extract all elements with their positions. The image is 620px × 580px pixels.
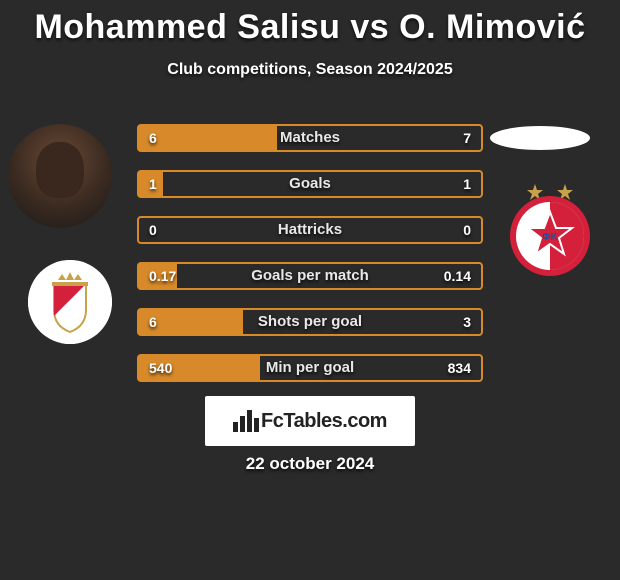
stat-row: 6Matches7 <box>137 124 483 152</box>
stat-value-right: 7 <box>463 126 471 150</box>
stat-row: 540Min per goal834 <box>137 354 483 382</box>
player-left-photo <box>8 124 112 228</box>
stat-row: 0.17Goals per match0.14 <box>137 262 483 290</box>
stat-label: Min per goal <box>139 356 481 380</box>
club-left-badge <box>28 260 112 344</box>
red-star-crest-icon: ΦK <box>500 178 600 278</box>
stat-value-right: 834 <box>448 356 471 380</box>
svg-text:ΦK: ΦK <box>542 232 558 243</box>
fctables-watermark: FcTables.com <box>205 396 415 446</box>
stat-row: 0Hattricks0 <box>137 216 483 244</box>
stat-value-right: 1 <box>463 172 471 196</box>
watermark-text: FcTables.com <box>261 410 387 433</box>
page-title: Mohammed Salisu vs O. Mimović <box>0 0 620 47</box>
bar-chart-icon <box>233 410 259 432</box>
stat-value-right: 0 <box>463 218 471 242</box>
stat-value-right: 0.14 <box>444 264 471 288</box>
monaco-crest-icon <box>28 260 112 344</box>
player-right-photo <box>490 126 590 150</box>
stat-label: Hattricks <box>139 218 481 242</box>
stat-label: Shots per goal <box>139 310 481 334</box>
stat-label: Goals per match <box>139 264 481 288</box>
stats-chart: 6Matches7 1Goals1 0Hattricks0 0.17Goals per… <box>137 124 483 400</box>
page-subtitle: Club competitions, Season 2024/2025 <box>0 61 620 79</box>
page-date: 22 october 2024 <box>0 454 620 474</box>
stat-row: 6Shots per goal3 <box>137 308 483 336</box>
stat-label: Goals <box>139 172 481 196</box>
stat-value-right: 3 <box>463 310 471 334</box>
stat-row: 1Goals1 <box>137 170 483 198</box>
stat-label: Matches <box>139 126 481 150</box>
club-right-badge: ΦK <box>500 178 600 278</box>
